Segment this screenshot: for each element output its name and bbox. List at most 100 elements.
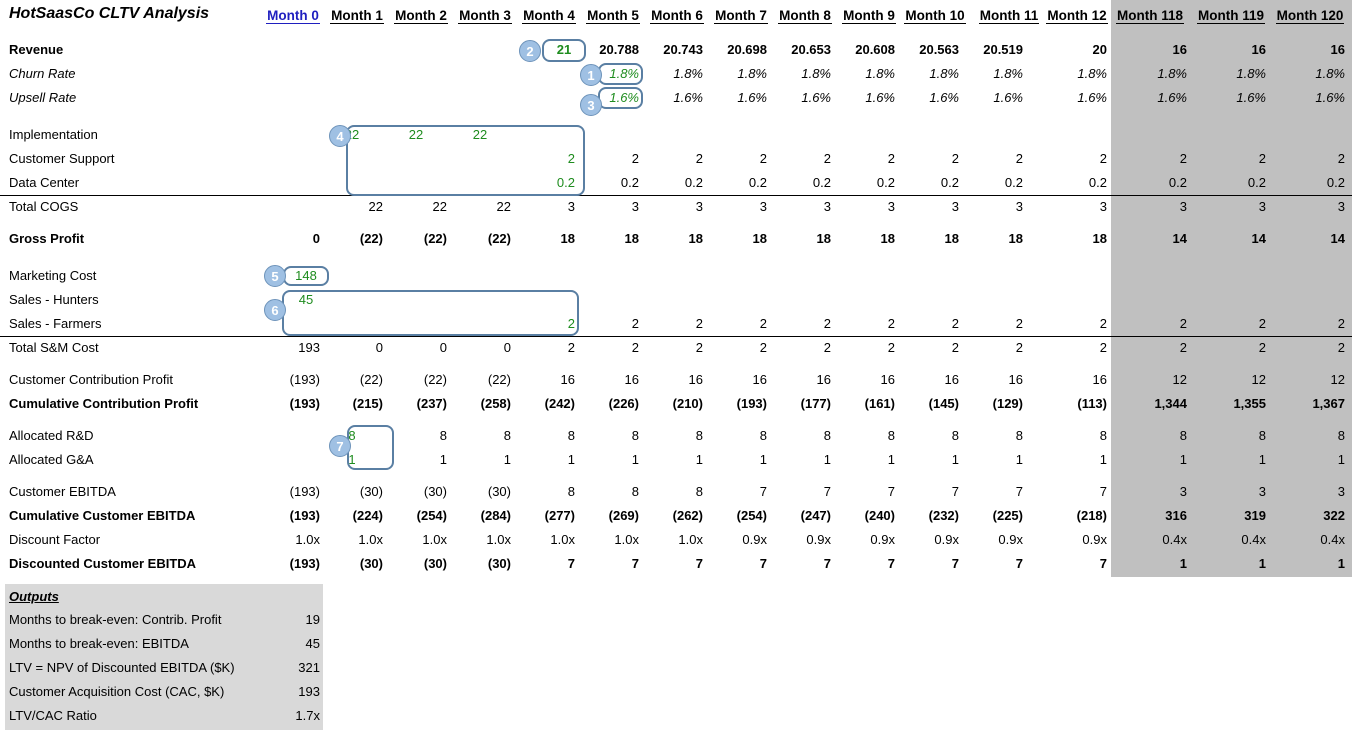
cell[interactable]: 1.8% [1315, 66, 1345, 81]
cell[interactable]: (22) [487, 372, 511, 387]
cell[interactable]: 18 [624, 231, 639, 246]
cell[interactable]: 0.2 [1168, 175, 1187, 190]
cell[interactable]: 0 [439, 340, 447, 355]
output-value[interactable]: 193 [298, 684, 320, 699]
output-value[interactable]: 321 [298, 660, 320, 675]
cell[interactable]: 0.2 [1326, 175, 1345, 190]
cell[interactable]: 2 [1337, 151, 1345, 166]
cell[interactable]: 16 [944, 372, 959, 387]
cell[interactable]: (210) [672, 396, 703, 411]
cell[interactable]: 8 [567, 428, 575, 443]
month-header-4[interactable]: Month 4 [522, 8, 576, 24]
cell[interactable]: 0.2 [684, 175, 703, 190]
cell[interactable]: 20 [1092, 42, 1107, 57]
cell[interactable]: 7 [1099, 556, 1107, 571]
cell[interactable]: (30) [359, 556, 383, 571]
cell[interactable]: (145) [928, 396, 959, 411]
cell[interactable]: 0.2 [876, 175, 895, 190]
cell[interactable]: 7 [823, 556, 831, 571]
cell[interactable]: 0.2 [620, 175, 639, 190]
cell[interactable]: 20.698 [727, 42, 767, 57]
cell[interactable]: 2 [1015, 151, 1023, 166]
cell[interactable]: 18 [944, 231, 959, 246]
cell[interactable]: (224) [352, 508, 383, 523]
cell[interactable]: 3 [631, 199, 639, 214]
cell[interactable]: 22 [496, 199, 511, 214]
cell[interactable]: 1.0x [614, 532, 639, 547]
cell[interactable]: 193 [298, 340, 320, 355]
cell[interactable]: 16 [880, 372, 895, 387]
month-header-5[interactable]: Month 5 [586, 8, 640, 24]
cell[interactable]: 1 [503, 452, 511, 467]
cell[interactable]: 3 [1337, 199, 1345, 214]
cell[interactable]: 2 [823, 151, 831, 166]
cell[interactable]: 8 [1015, 428, 1023, 443]
cell[interactable]: (30) [423, 484, 447, 499]
cell[interactable]: 7 [759, 556, 767, 571]
cell[interactable]: (193) [289, 508, 320, 523]
cell[interactable]: (237) [416, 396, 447, 411]
cell[interactable]: 12 [1172, 372, 1187, 387]
cell[interactable]: (30) [359, 484, 383, 499]
cell[interactable]: 16 [1251, 42, 1266, 57]
cell[interactable]: 2 [823, 340, 831, 355]
cell[interactable]: (193) [289, 396, 320, 411]
cell[interactable]: 1 [695, 452, 703, 467]
month-header-3[interactable]: Month 3 [458, 8, 512, 24]
cell[interactable]: (254) [416, 508, 447, 523]
cell[interactable]: 7 [695, 556, 703, 571]
month-header-2[interactable]: Month 2 [394, 8, 448, 24]
cell[interactable]: 1.6% [1077, 90, 1107, 105]
cell[interactable]: 2 [1179, 316, 1187, 331]
cell[interactable]: 1 [1337, 452, 1345, 467]
cell[interactable]: (193) [289, 372, 320, 387]
cell[interactable]: (284) [480, 508, 511, 523]
cell[interactable]: 8 [887, 428, 895, 443]
cell[interactable]: 12 [1330, 372, 1345, 387]
cell[interactable]: 7 [1099, 484, 1107, 499]
cell[interactable]: 1 [887, 452, 895, 467]
cell[interactable]: 1 [823, 452, 831, 467]
cell[interactable]: 3 [695, 199, 703, 214]
cell[interactable]: 21 [556, 42, 572, 57]
cell[interactable]: 18 [752, 231, 767, 246]
cell[interactable]: 148 [295, 268, 317, 283]
cell[interactable]: (177) [800, 396, 831, 411]
cell[interactable]: (232) [928, 508, 959, 523]
cell[interactable]: 8 [951, 428, 959, 443]
cell[interactable]: 3 [1099, 199, 1107, 214]
cell[interactable]: (129) [992, 396, 1023, 411]
cell[interactable]: 1.8% [801, 66, 831, 81]
cell[interactable]: 2 [951, 340, 959, 355]
cell[interactable]: (277) [544, 508, 575, 523]
cell[interactable]: 2 [951, 151, 959, 166]
month-header-8[interactable]: Month 8 [778, 8, 832, 24]
cell[interactable]: 2 [1258, 340, 1266, 355]
cell[interactable]: 2 [631, 316, 639, 331]
cell[interactable]: 2 [759, 340, 767, 355]
cell[interactable]: 2 [567, 316, 575, 331]
cell[interactable]: 0.2 [1004, 175, 1023, 190]
cell[interactable]: 1.0x [358, 532, 383, 547]
cell[interactable]: 1.8% [993, 66, 1023, 81]
cell[interactable]: 20.608 [855, 42, 895, 57]
cell[interactable]: 7 [759, 484, 767, 499]
cell[interactable]: 8 [439, 428, 447, 443]
cell[interactable]: 2 [695, 316, 703, 331]
output-value[interactable]: 45 [305, 636, 320, 651]
month-header-15[interactable]: Month 120 [1275, 8, 1345, 24]
cell[interactable]: 2 [1337, 316, 1345, 331]
cell[interactable]: 2 [1337, 340, 1345, 355]
cell[interactable]: 8 [1099, 428, 1107, 443]
cell[interactable]: 3 [951, 199, 959, 214]
cell[interactable]: 8 [348, 428, 356, 443]
cell[interactable]: 1,367 [1312, 396, 1345, 411]
cell[interactable]: 1,355 [1233, 396, 1266, 411]
cell[interactable]: 1 [1099, 452, 1107, 467]
cell[interactable]: 1 [1258, 452, 1266, 467]
cell[interactable]: 8 [759, 428, 767, 443]
cell[interactable]: 3 [1258, 199, 1266, 214]
cell[interactable]: (22) [423, 231, 447, 246]
cell[interactable]: 1.6% [1236, 90, 1266, 105]
cell[interactable]: 3 [887, 199, 895, 214]
